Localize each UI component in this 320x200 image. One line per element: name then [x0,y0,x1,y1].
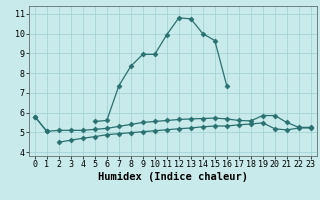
X-axis label: Humidex (Indice chaleur): Humidex (Indice chaleur) [98,172,248,182]
